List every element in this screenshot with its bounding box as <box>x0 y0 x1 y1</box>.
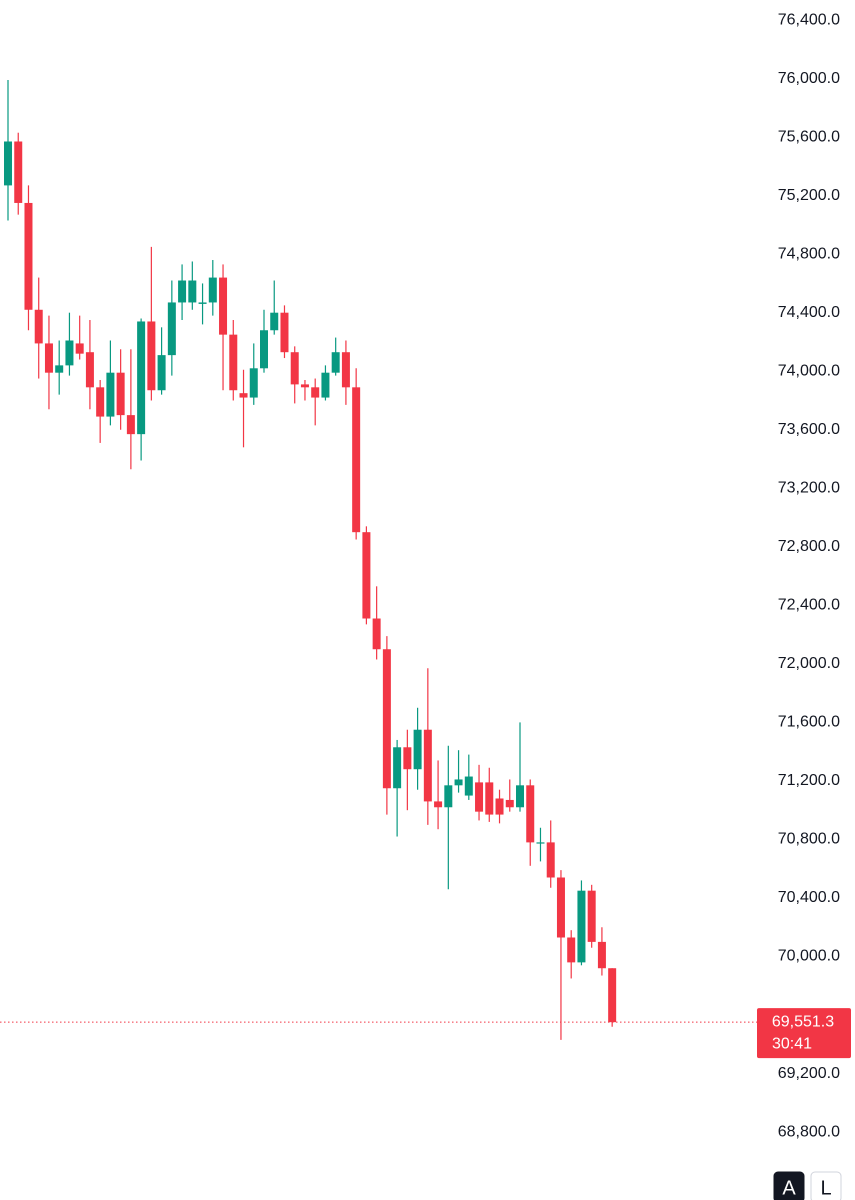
candle-body <box>96 387 105 417</box>
y-tick-label: 72,400.0 <box>778 597 840 614</box>
y-tick-label: 75,600.0 <box>778 128 840 145</box>
candle-body <box>208 277 217 303</box>
candle-body <box>55 365 64 373</box>
candle-body <box>75 343 84 354</box>
y-tick-label: 75,200.0 <box>778 187 840 204</box>
candle-body <box>434 801 443 808</box>
candle-body <box>567 937 576 963</box>
candle-body <box>505 799 514 808</box>
candle-body <box>597 941 606 969</box>
candle-body <box>331 352 340 373</box>
y-tick-label: 73,200.0 <box>778 480 840 497</box>
candle-body <box>516 785 524 808</box>
y-tick-label: 76,400.0 <box>778 11 840 28</box>
candle-body <box>577 890 586 963</box>
price-tag-box <box>757 1008 851 1059</box>
y-tick-label: 71,600.0 <box>778 714 840 731</box>
scale-button[interactable] <box>773 1171 805 1200</box>
candle-body <box>536 842 545 844</box>
candle-body <box>382 649 391 789</box>
price-tag-label: 69,551.3 <box>772 1013 834 1030</box>
y-tick-label: 68,800.0 <box>778 1123 840 1140</box>
y-tick-label: 69,200.0 <box>778 1065 840 1082</box>
candle-body <box>116 372 125 416</box>
candle-body <box>147 321 156 391</box>
candle-body <box>34 309 43 344</box>
candle-body <box>24 202 33 310</box>
y-tick-label: 70,800.0 <box>778 831 840 848</box>
candle-body <box>4 141 12 186</box>
candle-body <box>485 782 494 815</box>
candle-body <box>198 302 207 304</box>
candle-body <box>362 532 371 619</box>
candle-body <box>546 842 555 878</box>
candle-body <box>106 372 115 417</box>
candle-body <box>321 372 330 398</box>
y-tick-label: 72,000.0 <box>778 655 840 672</box>
candle-body <box>495 798 504 815</box>
candle-body <box>188 280 197 303</box>
candle-body <box>85 352 94 388</box>
candle-body <box>167 302 176 356</box>
candle-body <box>219 277 228 335</box>
candle-body <box>423 729 432 802</box>
scale-button-label[interactable]: L <box>820 1177 831 1199</box>
y-tick-label: 76,000.0 <box>778 70 840 87</box>
candle-body <box>526 785 535 843</box>
candle-body <box>372 618 381 650</box>
candle-body <box>229 334 238 391</box>
y-tick-label: 71,200.0 <box>778 772 840 789</box>
candle-body <box>413 729 422 770</box>
scale-button-label[interactable]: A <box>782 1177 796 1199</box>
candle-body <box>14 141 23 203</box>
candle-body <box>249 368 258 398</box>
y-tick-label: 73,600.0 <box>778 421 840 438</box>
y-tick-label: 74,000.0 <box>778 362 840 379</box>
y-tick-label: 72,800.0 <box>778 538 840 555</box>
candle-body <box>44 343 53 373</box>
countdown: 30:41 <box>772 1035 812 1052</box>
candle-body <box>300 384 309 388</box>
candle-body <box>126 415 135 435</box>
candle-body <box>260 330 268 369</box>
candle-body <box>475 782 484 812</box>
candle-body <box>556 877 565 938</box>
candle-body <box>393 747 402 789</box>
scale-button[interactable] <box>810 1171 842 1200</box>
candle-body <box>311 387 320 398</box>
candle-body <box>270 312 279 331</box>
candle-body <box>137 321 146 435</box>
candle-body <box>157 355 166 391</box>
candle-body <box>587 890 596 942</box>
candle-body <box>290 352 299 385</box>
candle-body <box>280 312 289 353</box>
y-tick-label: 74,800.0 <box>778 245 840 262</box>
y-tick-label: 74,400.0 <box>778 304 840 321</box>
candle-body <box>178 280 187 303</box>
candle-body <box>352 387 361 533</box>
candle-body <box>464 776 473 796</box>
candle-body <box>239 393 248 398</box>
y-tick-label: 70,400.0 <box>778 889 840 906</box>
candle-body <box>444 785 453 808</box>
y-tick-label: 70,000.0 <box>778 948 840 965</box>
candle-body <box>403 747 412 770</box>
candle-body <box>65 340 74 366</box>
candle-body <box>341 352 350 388</box>
candle-body <box>608 968 617 1023</box>
candle-body <box>454 779 463 786</box>
